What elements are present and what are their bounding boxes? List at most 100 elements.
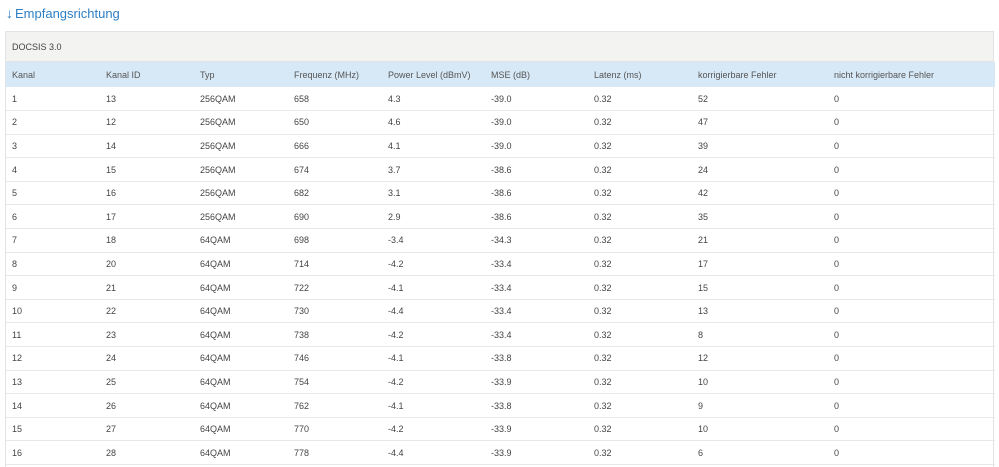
table-cell: 0 (834, 353, 840, 364)
table-cell: 64QAM (200, 329, 231, 340)
table-cell: 9 (12, 282, 18, 293)
table-cell: 39 (698, 140, 709, 151)
table-cell: 47 (698, 117, 709, 128)
table-cell: -33.9 (491, 424, 512, 435)
table-body: 1 13 256QAM 658 4.3 -39.0 0.32 52 0 2 12 256QAM 650 4… (6, 87, 995, 465)
table-cell: 0.32 (594, 329, 612, 340)
column-header: Kanal (12, 69, 36, 80)
table-cell: 21 (106, 282, 117, 293)
table-cell: 0 (834, 376, 840, 387)
table-row: 1 13 256QAM 658 4.3 -39.0 0.32 52 0 (6, 87, 995, 111)
table-row: 12 24 64QAM 746 -4.1 -33.8 0.32 12 0 (6, 347, 995, 371)
column-header: Power Level (dBmV) (388, 69, 471, 80)
table-cell: 0 (834, 188, 840, 199)
table-cell: -39.0 (491, 117, 512, 128)
table-cell: 650 (294, 117, 310, 128)
table-head: Kanal Kanal ID Typ Frequenz (MHz) Power Leve… (6, 62, 995, 87)
table-cell: -33.9 (491, 376, 512, 387)
table-row: 7 18 64QAM 698 -3.4 -34.3 0.32 21 0 (6, 229, 995, 253)
table-row: 8 20 64QAM 714 -4.2 -33.4 0.32 17 0 (6, 252, 995, 276)
table-cell: 12 (698, 353, 709, 364)
table-cell: -39.0 (491, 140, 512, 151)
table-cell: -3.4 (388, 235, 404, 246)
table-cell: 754 (294, 376, 310, 387)
table-cell: 15 (698, 282, 709, 293)
table-cell: 714 (294, 258, 310, 269)
table-cell: 12 (12, 353, 23, 364)
table-row: 4 15 256QAM 674 3.7 -38.6 0.32 24 0 (6, 158, 995, 182)
table-cell: -38.6 (491, 188, 512, 199)
table-cell: 4.3 (388, 93, 401, 104)
table-cell: 2 (12, 117, 18, 128)
table-cell: 0 (834, 447, 840, 458)
table-cell: 8 (698, 329, 704, 340)
table-cell: 674 (294, 164, 310, 175)
table-cell: 26 (106, 400, 117, 411)
table-cell: -4.1 (388, 282, 404, 293)
table-cell: 0 (834, 211, 840, 222)
empfangsrichtung-link[interactable]: ↓ Empfangsrichtung (6, 4, 120, 22)
table-cell: 0.32 (594, 164, 612, 175)
table-cell: 256QAM (200, 211, 236, 222)
table-cell: 52 (698, 93, 709, 104)
table-cell: -4.2 (388, 329, 404, 340)
table-cell: 738 (294, 329, 310, 340)
table-cell: 256QAM (200, 140, 236, 151)
table-cell: 14 (106, 140, 117, 151)
table-row: 3 14 256QAM 666 4.1 -39.0 0.32 39 0 (6, 134, 995, 158)
table-cell: 27 (106, 424, 117, 435)
table-cell: 18 (106, 235, 117, 246)
table-cell: -33.9 (491, 447, 512, 458)
column-header: MSE (dB) (491, 69, 531, 80)
section-title: Empfangsrichtung (15, 5, 120, 21)
table-cell: 22 (106, 306, 117, 317)
table-cell: 15 (106, 164, 117, 175)
table-cell: 23 (106, 329, 117, 340)
table-cell: 7 (12, 235, 18, 246)
table-cell: 3.1 (388, 188, 401, 199)
table-row: 9 21 64QAM 722 -4.1 -33.4 0.32 15 0 (6, 276, 995, 300)
table-cell: -33.4 (491, 282, 512, 293)
table-cell: 3.7 (388, 164, 401, 175)
table-cell: 256QAM (200, 164, 236, 175)
table-cell: 12 (106, 117, 117, 128)
table-cell: 0 (834, 282, 840, 293)
table-cell: 0.32 (594, 376, 612, 387)
table-row: 16 28 64QAM 778 -4.4 -33.9 0.32 6 0 (6, 441, 995, 465)
table-cell: 17 (698, 258, 709, 269)
table-cell: 8 (12, 258, 18, 269)
table-header-row: Kanal Kanal ID Typ Frequenz (MHz) Power Leve… (6, 62, 995, 87)
table-cell: 0.32 (594, 235, 612, 246)
table-cell: 0 (834, 258, 840, 269)
table-cell: -38.6 (491, 211, 512, 222)
column-header: korrigierbare Fehler (698, 69, 777, 80)
table-cell: 0.32 (594, 211, 612, 222)
table-cell: 2.9 (388, 211, 401, 222)
table-cell: 11 (12, 329, 22, 340)
column-header: Frequenz (MHz) (294, 69, 360, 80)
table-cell: 0 (834, 140, 840, 151)
table-cell: -4.1 (388, 353, 404, 364)
table-row: 5 16 256QAM 682 3.1 -38.6 0.32 42 0 (6, 181, 995, 205)
table-cell: 0.32 (594, 117, 612, 128)
table-cell: 28 (106, 447, 117, 458)
table-cell: 21 (698, 235, 709, 246)
table-cell: 770 (294, 424, 310, 435)
table-cell: 0 (834, 424, 840, 435)
table-cell: 3 (12, 140, 18, 151)
table-cell: 0.32 (594, 400, 612, 411)
table-cell: 35 (698, 211, 709, 222)
table-cell: 25 (106, 376, 117, 387)
table-cell: 1 (12, 93, 18, 104)
docsis-panel: DOCSIS 3.0 Kanal Kanal ID Typ Frequenz (MHz… (5, 31, 995, 467)
table-cell: 0.32 (594, 306, 612, 317)
table-cell: 64QAM (200, 424, 231, 435)
table-cell: 762 (294, 400, 310, 411)
table-cell: 722 (294, 282, 310, 293)
table-cell: 13 (12, 376, 23, 387)
table-row: 11 23 64QAM 738 -4.2 -33.4 0.32 8 0 (6, 323, 995, 347)
column-header: nicht korrigierbare Fehler (834, 69, 935, 80)
table-cell: 13 (698, 306, 709, 317)
table-cell: 746 (294, 353, 310, 364)
